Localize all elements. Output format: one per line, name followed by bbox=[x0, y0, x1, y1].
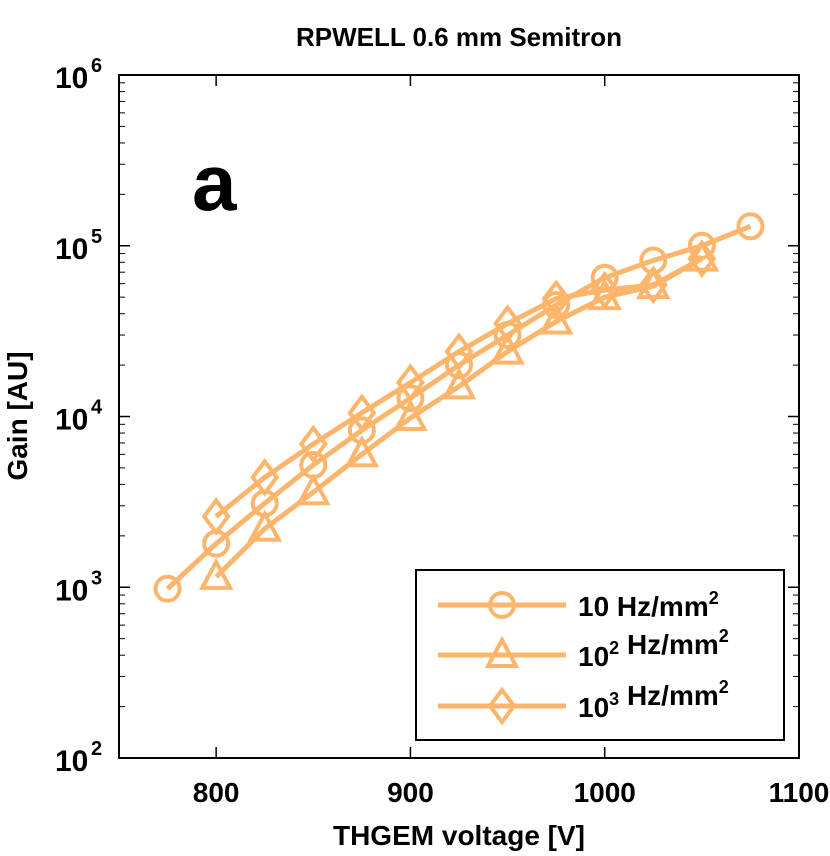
series-circle bbox=[153, 212, 765, 603]
y-tick-exponent: 3 bbox=[91, 567, 102, 589]
x-axis-label: THGEM voltage [V] bbox=[333, 820, 585, 851]
data-point-diamond bbox=[687, 239, 717, 279]
data-point-triangle bbox=[393, 398, 428, 431]
y-axis-label: Gain [AU] bbox=[2, 351, 33, 480]
data-point-triangle bbox=[441, 367, 477, 400]
y-tick-exponent: 4 bbox=[91, 397, 103, 419]
data-point-diamond bbox=[638, 265, 668, 305]
x-tick-labels: 800 900 1000 1100 bbox=[193, 777, 830, 808]
y-tick-label: 10 bbox=[55, 574, 88, 607]
data-point-diamond bbox=[541, 279, 571, 318]
series-diamond bbox=[201, 239, 717, 536]
data-point-diamond bbox=[493, 304, 523, 343]
data-point-diamond bbox=[201, 497, 231, 536]
y-tick-label: 10 bbox=[55, 62, 88, 95]
legend: 10 Hz/mm2 102 Hz/mm2 103 Hz/mm2 bbox=[415, 569, 785, 741]
data-point-diamond bbox=[298, 424, 328, 464]
panel-label: a bbox=[192, 138, 237, 227]
data-point-triangle bbox=[247, 509, 283, 542]
legend-marker-diamond bbox=[487, 686, 517, 726]
data-point-triangle bbox=[295, 473, 331, 506]
series-line bbox=[214, 256, 704, 519]
series-triangle bbox=[198, 239, 720, 590]
data-point-circle bbox=[396, 384, 425, 413]
data-point-circle bbox=[736, 212, 765, 241]
legend-marker-triangle bbox=[484, 635, 520, 668]
y-tick-label: 10 bbox=[55, 233, 88, 266]
data-point-triangle bbox=[538, 302, 574, 335]
y-tick-exponent: 5 bbox=[91, 226, 102, 248]
chart-title: RPWELL 0.6 mm Semitron bbox=[296, 22, 622, 52]
data-point-diamond bbox=[250, 458, 280, 497]
data-point-triangle bbox=[490, 332, 525, 365]
data-point-circle bbox=[687, 231, 716, 260]
y-tick-label: 10 bbox=[55, 404, 88, 437]
legend-entry: 103 Hz/mm2 bbox=[578, 677, 729, 723]
legend-marker-circle bbox=[488, 591, 516, 619]
y-tick-label: 10 bbox=[55, 745, 88, 778]
x-tick-label: 900 bbox=[387, 777, 434, 808]
data-point-diamond bbox=[590, 270, 620, 310]
data-point-diamond bbox=[444, 332, 474, 371]
y-tick-exponent: 2 bbox=[91, 738, 102, 760]
x-tick-label: 800 bbox=[193, 777, 240, 808]
data-point-diamond bbox=[347, 393, 377, 433]
data-point-diamond bbox=[395, 363, 425, 402]
legend-entry: 10 Hz/mm2 bbox=[578, 588, 719, 622]
axis-ticks bbox=[119, 74, 800, 759]
legend-entry: 102 Hz/mm2 bbox=[578, 626, 729, 672]
data-point-triangle bbox=[684, 239, 720, 272]
y-tick-exponent: 6 bbox=[91, 55, 102, 77]
data-point-triangle bbox=[344, 435, 380, 468]
data-point-triangle bbox=[198, 557, 234, 590]
data-point-circle bbox=[153, 574, 182, 603]
series-line bbox=[214, 256, 704, 579]
x-tick-label: 1100 bbox=[769, 777, 830, 808]
x-tick-label: 1000 bbox=[574, 777, 636, 808]
series-layer bbox=[153, 212, 765, 603]
